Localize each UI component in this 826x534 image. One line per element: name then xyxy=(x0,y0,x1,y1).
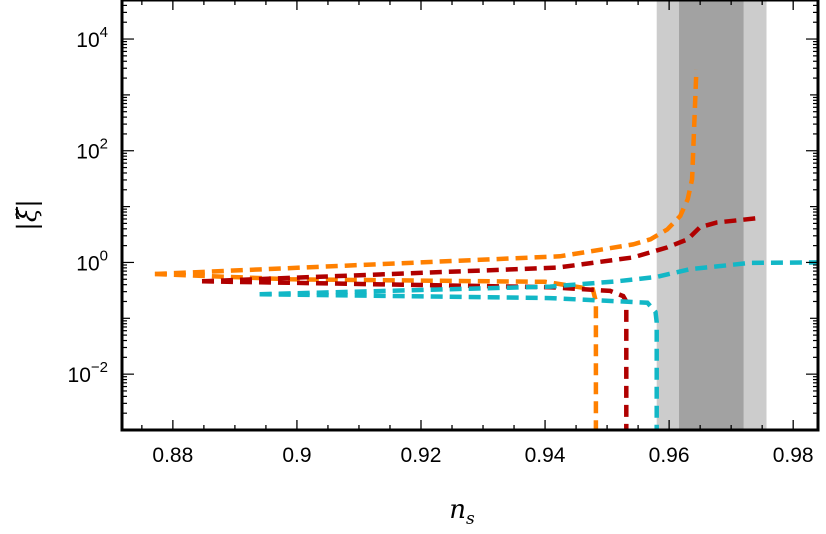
y-tick-base: 10 xyxy=(68,364,91,387)
x-tick-label: 0.9 xyxy=(282,444,311,467)
y-tick-label: 102 xyxy=(76,136,108,164)
curves xyxy=(154,69,819,430)
series-3-lower xyxy=(201,279,629,430)
y-tick-exponent: 4 xyxy=(100,24,108,41)
y-tick-label: 100 xyxy=(76,247,108,275)
y-tick-base: 10 xyxy=(76,252,99,275)
y-tick-label: 104 xyxy=(76,24,108,52)
x-axis-label: ns xyxy=(449,495,475,529)
y-tick-exponent: −2 xyxy=(91,359,108,376)
band-1 xyxy=(679,0,744,430)
plot-frame xyxy=(120,0,820,432)
x-tick-label: 0.92 xyxy=(401,444,442,467)
y-tick-exponent: 0 xyxy=(100,247,108,264)
x-tick-label: 0.98 xyxy=(773,444,814,467)
series-5-lower xyxy=(259,291,659,430)
x-tick-label: 0.96 xyxy=(649,444,690,467)
x-tick-labels: 0.88 0.9 0.92 0.94 0.96 0.98 xyxy=(152,444,813,467)
series-4-upper xyxy=(259,260,819,297)
y-tick-base: 10 xyxy=(76,141,99,164)
confidence-bands xyxy=(656,0,767,430)
y-axis-label: |ξ̃| xyxy=(13,199,43,231)
y-tick-base: 10 xyxy=(76,29,99,52)
y-tick-exponent: 2 xyxy=(100,136,108,153)
x-tick-label: 0.94 xyxy=(525,444,566,467)
y-tick-label: 10−2 xyxy=(68,359,108,387)
series-2-upper xyxy=(201,215,758,284)
x-axis-label-sub: s xyxy=(466,509,475,529)
series-0-upper xyxy=(154,69,699,277)
x-tick-label: 0.88 xyxy=(152,444,193,467)
